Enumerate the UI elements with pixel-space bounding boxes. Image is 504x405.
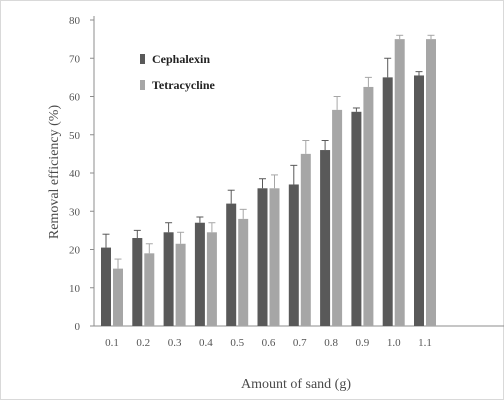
x-axis-title: Amount of sand (g) <box>241 377 351 392</box>
y-tick-label: 30 <box>69 206 81 218</box>
bar-cephalexin-0.7 <box>288 184 299 326</box>
y-tick-label: 0 <box>75 321 81 333</box>
bar-cephalexin-1.1 <box>414 75 424 327</box>
y-tick-label: 10 <box>69 283 81 295</box>
x-tick-label: 0.8 <box>324 337 338 349</box>
labels: 0 10 20 30 40 50 60 70 80 0.1 0.2 0.3 0.4 0.5 0.6 0.7 0.… <box>69 15 432 349</box>
x-tick-label: 0.2 <box>136 337 150 349</box>
bar-cephalexin-0.1 <box>101 247 111 326</box>
x-tick-label: 0.3 <box>168 337 182 349</box>
bar-cephalexin-0.9 <box>351 111 362 326</box>
x-tick-label: 0.5 <box>230 337 244 349</box>
bar-cephalexin-0.5 <box>226 203 237 326</box>
legend-swatch-tetracycline <box>140 80 145 90</box>
x-tick-label: 1.1 <box>418 337 432 349</box>
bar-tetracycline-1.1 <box>426 39 436 326</box>
y-tick-label: 20 <box>69 245 81 257</box>
bar-tetracycline-0.5 <box>238 218 249 326</box>
bar-tetracycline-0.9 <box>363 86 374 326</box>
y-tick-label: 70 <box>69 53 81 65</box>
bar-tetracycline-0.1 <box>113 268 123 326</box>
bar-cephalexin-0.8 <box>320 150 331 326</box>
bar-cephalexin-0.4 <box>194 222 205 326</box>
x-tick-label: 0.1 <box>105 337 119 349</box>
x-tick-label: 0.4 <box>199 337 213 349</box>
bar-cephalexin-1.0 <box>382 77 393 326</box>
bars <box>101 34 436 327</box>
bar-cephalexin-0.2 <box>132 238 143 326</box>
bar-tetracycline-0.7 <box>300 153 311 326</box>
legend-label-cephalexin: Cephalexin <box>152 52 210 66</box>
legend-label-tetracycline: Tetracycline <box>152 78 216 92</box>
bar-tetracycline-1.0 <box>394 39 405 326</box>
y-tick-label: 50 <box>69 130 81 142</box>
y-axis-title: Removal efficiency (%) <box>47 105 62 240</box>
y-tick-label: 80 <box>69 15 81 27</box>
bar-cephalexin-0.6 <box>257 188 268 326</box>
legend-swatch-cephalexin <box>140 54 145 64</box>
bar-tetracycline-0.6 <box>269 188 280 326</box>
bar-tetracycline-0.8 <box>332 109 343 326</box>
x-tick-label: 0.6 <box>262 337 276 349</box>
legend: Cephalexin Tetracycline <box>140 52 216 92</box>
y-tick-label: 40 <box>69 168 81 180</box>
x-tick-label: 1.0 <box>387 337 401 349</box>
bar-tetracycline-0.2 <box>144 253 155 326</box>
bar-tetracycline-0.4 <box>206 232 217 326</box>
bar-cephalexin-0.3 <box>163 232 174 326</box>
bar-tetracycline-0.3 <box>175 243 186 326</box>
x-tick-label: 0.7 <box>293 337 307 349</box>
x-tick-label: 0.9 <box>356 337 370 349</box>
y-tick-label: 60 <box>69 92 81 104</box>
